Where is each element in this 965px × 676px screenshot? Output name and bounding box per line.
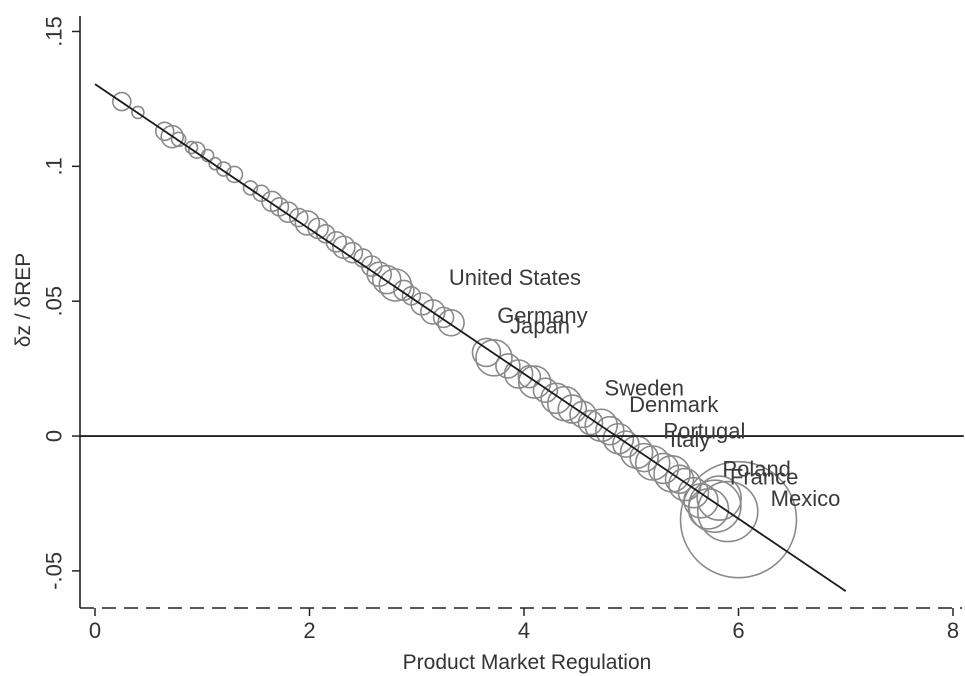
data-point xyxy=(503,359,534,389)
country-label: Poland xyxy=(722,456,791,481)
data-points xyxy=(112,91,798,579)
data-point xyxy=(288,207,309,228)
data-point xyxy=(688,479,742,533)
data-point xyxy=(294,210,321,236)
fit-line-layer xyxy=(80,83,964,592)
data-point xyxy=(664,464,695,494)
country-label: Italy xyxy=(670,427,710,452)
data-point xyxy=(131,105,145,120)
data-point xyxy=(475,339,513,377)
x-tick-label: 8 xyxy=(947,618,959,643)
data-point xyxy=(154,121,175,142)
data-point xyxy=(208,156,222,171)
data-point xyxy=(277,201,299,223)
data-point xyxy=(325,231,348,253)
data-point xyxy=(410,292,434,316)
data-point xyxy=(517,365,552,399)
data-point xyxy=(112,91,132,112)
x-tick-label: 2 xyxy=(303,618,315,643)
data-point xyxy=(341,241,364,264)
country-label: United States xyxy=(449,265,581,290)
data-point xyxy=(634,445,671,481)
data-point xyxy=(225,165,244,184)
data-point xyxy=(371,264,402,295)
x-tick-label: 6 xyxy=(732,618,744,643)
data-point xyxy=(160,124,185,149)
country-labels: United StatesGermanyJapanSwedenDenmarkPo… xyxy=(449,265,840,511)
data-point xyxy=(540,382,572,415)
country-label: Denmark xyxy=(629,392,719,417)
data-point xyxy=(602,422,635,455)
data-point xyxy=(242,180,259,196)
data-point xyxy=(577,409,604,436)
y-axis-title: δz / δREP xyxy=(12,253,35,348)
country-label: France xyxy=(730,465,798,490)
axes: -.05 0 .05 .1 .15 0 2 4 6 8 xyxy=(42,16,962,643)
data-point xyxy=(378,268,413,302)
y-tick-label: .05 xyxy=(42,286,67,317)
data-point xyxy=(471,337,502,368)
country-label: Sweden xyxy=(604,376,684,401)
country-label: Germany xyxy=(497,303,587,328)
data-point xyxy=(629,442,659,473)
data-point xyxy=(677,476,710,509)
data-point xyxy=(612,430,640,458)
y-tick-label: .15 xyxy=(42,16,67,47)
x-tick-label: 0 xyxy=(89,618,101,643)
data-point xyxy=(170,131,187,148)
data-point xyxy=(696,475,742,521)
data-point xyxy=(437,308,465,337)
y-tick-label: .1 xyxy=(42,157,67,175)
data-point xyxy=(517,364,542,389)
data-point xyxy=(215,161,232,177)
data-point xyxy=(647,452,680,485)
fit-line xyxy=(94,83,847,592)
country-label: Japan xyxy=(510,314,570,339)
data-point xyxy=(679,460,798,579)
data-point xyxy=(569,400,597,429)
data-point xyxy=(432,306,455,329)
data-point xyxy=(532,377,559,403)
country-label: Portugal xyxy=(663,419,745,444)
x-tick-label: 4 xyxy=(518,618,530,643)
y-tick-label: 0 xyxy=(42,430,67,442)
y-tick-label: -.05 xyxy=(42,552,67,590)
data-point xyxy=(696,480,759,543)
data-point xyxy=(495,353,521,379)
x-axis-title: Product Market Regulation xyxy=(403,651,652,674)
data-point xyxy=(184,140,199,155)
country-label: Mexico xyxy=(771,486,841,511)
